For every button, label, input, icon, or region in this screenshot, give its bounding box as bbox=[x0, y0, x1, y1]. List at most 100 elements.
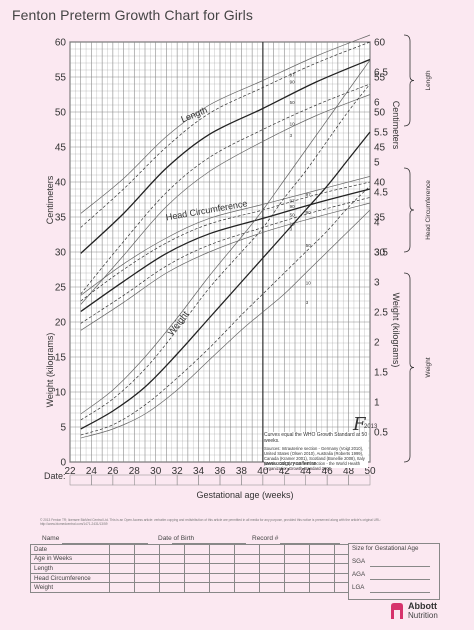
record-row-label: Head Circumference bbox=[30, 572, 110, 584]
x-axis-tick: 38 bbox=[236, 466, 248, 477]
record-cell[interactable] bbox=[159, 544, 185, 555]
left-axis-tick: 0 bbox=[60, 458, 66, 469]
record-cell[interactable] bbox=[134, 572, 160, 584]
record-cell[interactable] bbox=[234, 544, 260, 555]
weight-percentile-label: 3 bbox=[306, 300, 309, 305]
aga-field[interactable] bbox=[370, 579, 430, 580]
weight-side-label: Weight bbox=[425, 357, 432, 377]
record-cell[interactable] bbox=[109, 553, 135, 565]
x-axis-tick: 28 bbox=[129, 466, 141, 477]
length-brace bbox=[403, 34, 415, 127]
record-cell[interactable] bbox=[284, 553, 310, 565]
record-cell[interactable] bbox=[209, 553, 235, 565]
brand-sub: Nutrition bbox=[408, 611, 438, 620]
right-axis-kg-tick: 3 bbox=[374, 278, 380, 289]
record-cell[interactable] bbox=[259, 563, 285, 574]
record-cell[interactable] bbox=[234, 553, 260, 565]
record-cell[interactable] bbox=[134, 553, 160, 565]
record-header-field[interactable] bbox=[62, 543, 148, 544]
record-cell[interactable] bbox=[309, 553, 335, 565]
record-cell[interactable] bbox=[309, 544, 335, 555]
head-percentile-label: 3 bbox=[290, 226, 293, 231]
record-cell[interactable] bbox=[134, 563, 160, 574]
record-cell[interactable] bbox=[259, 544, 285, 555]
record-cell[interactable] bbox=[184, 553, 210, 565]
x-axis-tick: 34 bbox=[193, 466, 205, 477]
record-header-field[interactable] bbox=[172, 543, 246, 544]
length-side-label: Length bbox=[425, 70, 432, 90]
left-axis-tick: 25 bbox=[55, 283, 67, 294]
record-cell[interactable] bbox=[309, 572, 335, 584]
lga-field[interactable] bbox=[370, 592, 430, 593]
record-cell[interactable] bbox=[159, 572, 185, 584]
record-cell[interactable] bbox=[309, 582, 335, 593]
left-axis-tick: 20 bbox=[55, 318, 67, 329]
record-cell[interactable] bbox=[109, 582, 135, 593]
left-axis-tick: 10 bbox=[55, 388, 67, 399]
x-axis-tick: 36 bbox=[214, 466, 226, 477]
record-cell[interactable] bbox=[234, 563, 260, 574]
x-axis-tick: 32 bbox=[172, 466, 184, 477]
record-cell[interactable] bbox=[259, 582, 285, 593]
info-equation: Curves equal the WHO Growth Standard at … bbox=[264, 432, 368, 444]
x-axis-tick: 48 bbox=[343, 466, 355, 477]
weight-percentile-label: 50 bbox=[306, 243, 312, 248]
record-cell[interactable] bbox=[234, 572, 260, 584]
x-axis-tick: 26 bbox=[107, 466, 119, 477]
length-curve-p97 bbox=[80, 34, 371, 214]
record-cell[interactable] bbox=[209, 563, 235, 574]
record-cell[interactable] bbox=[134, 544, 160, 555]
x-axis-tick: 40 bbox=[257, 466, 269, 477]
sga-field[interactable] bbox=[370, 566, 430, 567]
left-axis-label-cm: Centimeters bbox=[45, 175, 55, 224]
record-cell[interactable] bbox=[109, 544, 135, 555]
record-cell[interactable] bbox=[159, 582, 185, 593]
info-url[interactable]: www.ucalgary.ca/fenton bbox=[264, 461, 317, 467]
length-percentile-label: 10 bbox=[290, 122, 296, 127]
record-cell[interactable] bbox=[259, 572, 285, 584]
x-axis-tick: 46 bbox=[322, 466, 334, 477]
x-axis-tick: 50 bbox=[364, 466, 376, 477]
record-cell[interactable] bbox=[109, 563, 135, 574]
length-curve-p50 bbox=[80, 58, 371, 254]
record-cell[interactable] bbox=[209, 582, 235, 593]
record-row-label: Age in Weeks bbox=[30, 553, 110, 565]
head-percentile-label: 10 bbox=[290, 221, 296, 226]
left-axis-tick: 35 bbox=[55, 213, 67, 224]
record-cell[interactable] bbox=[184, 582, 210, 593]
weight-curve-p10 bbox=[80, 185, 371, 436]
weight-curve-p50 bbox=[80, 131, 371, 430]
page-title: Fenton Preterm Growth Chart for Girls bbox=[12, 7, 253, 23]
record-cell[interactable] bbox=[184, 563, 210, 574]
record-cell[interactable] bbox=[284, 572, 310, 584]
growth-chart: 051015202530354045505560303540455055600.… bbox=[44, 34, 432, 500]
fenton-logo-mark: F bbox=[353, 414, 366, 435]
right-axis-label-kg: Weight (kilograms) bbox=[391, 293, 401, 368]
record-row: Head Circumference bbox=[30, 572, 385, 584]
record-cell[interactable] bbox=[309, 563, 335, 574]
record-cell[interactable] bbox=[209, 572, 235, 584]
right-axis-kg-tick: 6.5 bbox=[374, 68, 388, 79]
record-row: Date bbox=[30, 544, 385, 555]
weight-curve-p3 bbox=[80, 209, 371, 439]
record-cell[interactable] bbox=[209, 544, 235, 555]
left-axis-tick: 45 bbox=[55, 143, 67, 154]
record-cell[interactable] bbox=[284, 563, 310, 574]
right-axis-cm-tick: 60 bbox=[374, 38, 386, 49]
record-cell[interactable] bbox=[184, 572, 210, 584]
record-cell[interactable] bbox=[184, 544, 210, 555]
weight-percentile-label: 10 bbox=[306, 281, 312, 286]
record-cell[interactable] bbox=[284, 582, 310, 593]
record-cell[interactable] bbox=[234, 582, 260, 593]
record-cell[interactable] bbox=[159, 563, 185, 574]
name-label: Name bbox=[42, 535, 60, 542]
record-cell[interactable] bbox=[109, 572, 135, 584]
record-cell[interactable] bbox=[134, 582, 160, 593]
record-header-field[interactable] bbox=[280, 543, 340, 544]
dob-label: Date of Birth bbox=[158, 535, 195, 542]
date-cell bbox=[348, 474, 371, 486]
left-axis-label-kg: Weight (kilograms) bbox=[45, 333, 55, 408]
record-cell[interactable] bbox=[159, 553, 185, 565]
record-cell[interactable] bbox=[259, 553, 285, 565]
record-cell[interactable] bbox=[284, 544, 310, 555]
